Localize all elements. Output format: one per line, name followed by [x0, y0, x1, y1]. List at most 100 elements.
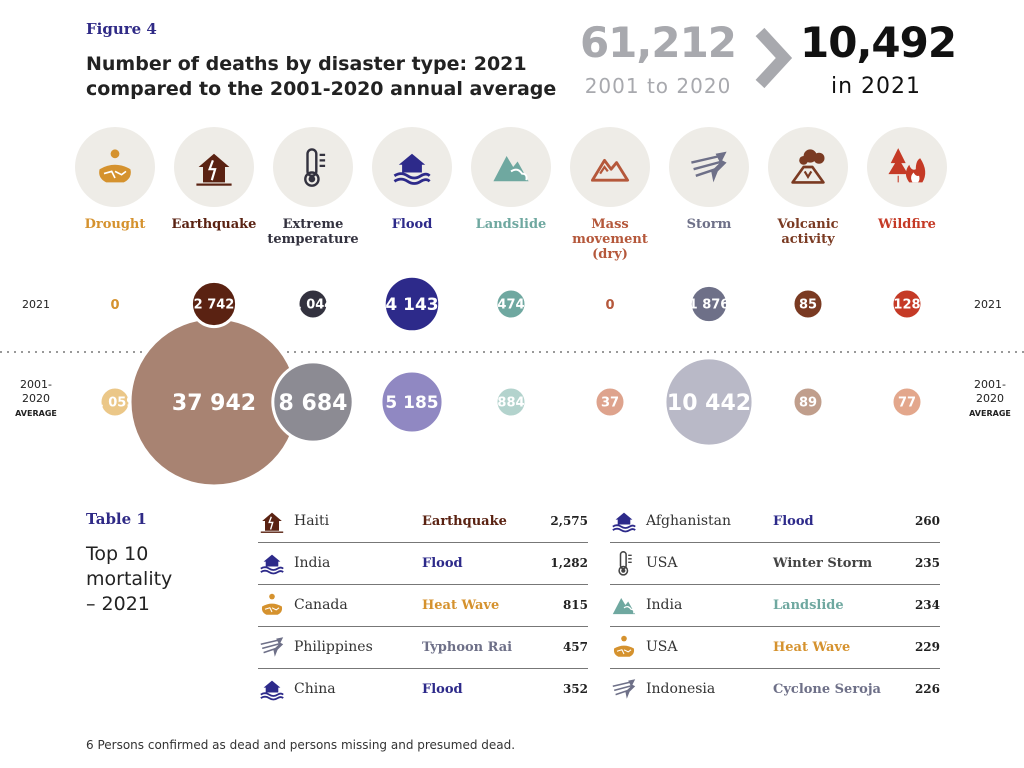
value-2021-volcanic-activity: 85: [799, 298, 817, 313]
row-disaster-type: Flood: [422, 681, 463, 697]
row-country: USA: [646, 555, 678, 571]
value-average-drought: 1 059: [95, 396, 136, 411]
svg-text:AVERAGE: AVERAGE: [969, 409, 1011, 418]
bubble-average-flood: 5 185: [379, 369, 445, 435]
value-average-earthquake: 37 942: [172, 391, 256, 416]
row-label-2021-right: 2021: [974, 298, 1002, 311]
row-country: Philippines: [294, 639, 373, 655]
bubble-average-wildfire: 77: [890, 385, 924, 419]
table-row: China Flood 352: [258, 668, 588, 710]
row-deaths: 234: [914, 598, 940, 612]
row-disaster-type: Cyclone Seroja: [773, 681, 881, 697]
row-country: Afghanistan: [646, 513, 732, 529]
table-row: Haiti Earthquake 2,575: [258, 500, 588, 543]
value-2021-flood: 4 143: [385, 295, 438, 315]
row-country: USA: [646, 639, 678, 655]
category-label-flood: Flood: [392, 217, 433, 232]
row-disaster-type: Heat Wave: [422, 597, 500, 613]
category-label-drought: Drought: [85, 217, 146, 232]
bubble-2021-extreme-temperature: 1 044: [293, 287, 334, 321]
bubble-average-volcanic-activity: 89: [791, 385, 825, 419]
row-deaths: 1,282: [550, 556, 588, 570]
row-disaster-type: Flood: [773, 513, 814, 529]
current-total-label: in 2021: [830, 74, 922, 99]
table-title: Top 10 mortality – 2021: [86, 542, 172, 617]
row-deaths: 235: [914, 556, 940, 570]
drought-icon: [258, 591, 294, 619]
drought-icon: [610, 633, 646, 661]
table-row: USA Heat Wave 229: [610, 626, 940, 669]
category-label-storm: Storm: [687, 217, 732, 232]
row-country: Indonesia: [646, 681, 716, 697]
bubble-2021-mass-movement-dry: 0: [605, 298, 614, 313]
bubble-2021-flood: 4 143: [382, 274, 442, 334]
row-deaths: 2,575: [550, 514, 588, 528]
value-2021-earthquake: 2 742: [194, 298, 235, 313]
thermometer-icon: [273, 127, 353, 207]
bubble-average-landslide: 884: [494, 385, 528, 419]
thermometer-icon: [610, 549, 646, 577]
flood-icon: [258, 675, 294, 703]
table-row: Indonesia Cyclone Seroja 226: [610, 668, 940, 710]
value-average-wildfire: 77: [898, 396, 916, 411]
flood-icon: [258, 549, 294, 577]
flood-icon: [372, 127, 452, 207]
volcano-icon: [768, 127, 848, 207]
row-country: India: [294, 555, 331, 571]
bubble-chart: 2021 20212001-2020AVERAGE2001-2020AVERAGE…: [0, 127, 1024, 488]
row-disaster-type: Heat Wave: [773, 639, 851, 655]
row-country: Haiti: [294, 513, 330, 529]
chart-title-line-2: compared to the 2001-2020 annual average: [86, 78, 557, 100]
drought-icon: [75, 127, 155, 207]
value-average-mass-movement-dry: 37: [601, 396, 619, 411]
bubble-average-earthquake: 37 942: [128, 316, 300, 488]
landslide-icon: [610, 591, 646, 619]
row-disaster-type: Landslide: [773, 597, 844, 613]
chart-title-line-1: Number of deaths by disaster type: 2021: [86, 53, 527, 75]
storm-icon: [669, 127, 749, 207]
svg-text:AVERAGE: AVERAGE: [15, 409, 57, 418]
storm-icon: [610, 675, 646, 703]
footnote: 6 Persons confirmed as dead and persons …: [86, 738, 516, 752]
value-average-storm: 10 442: [667, 391, 751, 416]
bubble-2021-wildfire: 128: [890, 287, 924, 321]
mountain-icon: [570, 127, 650, 207]
value-average-flood: 5 185: [385, 393, 438, 413]
table-row: India Landslide 234: [610, 584, 940, 627]
category-label-earthquake: Earthquake: [172, 217, 257, 232]
table-title-line-3: – 2021: [86, 593, 150, 615]
flood-icon: [610, 507, 646, 535]
row-label-average-left: 2001-2020 AVERAGE: [15, 378, 57, 418]
table-row: Canada Heat Wave 815: [258, 584, 588, 627]
chart-title: Number of deaths by disaster type: 2021 …: [86, 52, 566, 102]
bubble-2021-landslide: 474: [494, 287, 528, 321]
svg-text:2020: 2020: [976, 392, 1004, 405]
bubble-average-drought: 1 059: [95, 385, 136, 419]
bubble-2021-drought: 0: [110, 298, 119, 313]
value-average-landslide: 884: [497, 396, 524, 411]
row-country: Canada: [294, 597, 348, 613]
value-2021-extreme-temperature: 1 044: [293, 298, 334, 313]
bubble-average-extreme-temperature: 8 684: [271, 360, 355, 444]
svg-text:2001-: 2001-: [974, 378, 1006, 391]
category-label-landslide: Landslide: [476, 217, 547, 232]
value-average-volcanic-activity: 89: [799, 396, 817, 411]
row-deaths: 457: [562, 640, 588, 654]
row-label-2021-left: 2021: [22, 298, 50, 311]
bubble-average-mass-movement-dry: 37: [593, 385, 627, 419]
earthquake-icon: [258, 507, 294, 535]
current-total-value: 10,492: [800, 18, 957, 67]
row-deaths: 260: [914, 514, 940, 528]
category-label-extreme-temperature: Extreme temperature: [267, 217, 358, 247]
value-2021-landslide: 474: [497, 298, 524, 313]
row-disaster-type: Typhoon Rai: [422, 639, 513, 655]
category-label-mass-movement-dry: Mass movement (dry): [572, 217, 648, 262]
row-disaster-type: Earthquake: [422, 513, 507, 529]
row-disaster-type: Winter Storm: [773, 555, 873, 571]
value-2021-storm: 1 876: [689, 298, 730, 313]
storm-icon: [258, 633, 294, 661]
table-row: India Flood 1,282: [258, 542, 588, 585]
row-country: India: [646, 597, 683, 613]
bubble-2021-storm: 1 876: [689, 283, 730, 325]
table-row: Afghanistan Flood 260: [610, 500, 940, 543]
